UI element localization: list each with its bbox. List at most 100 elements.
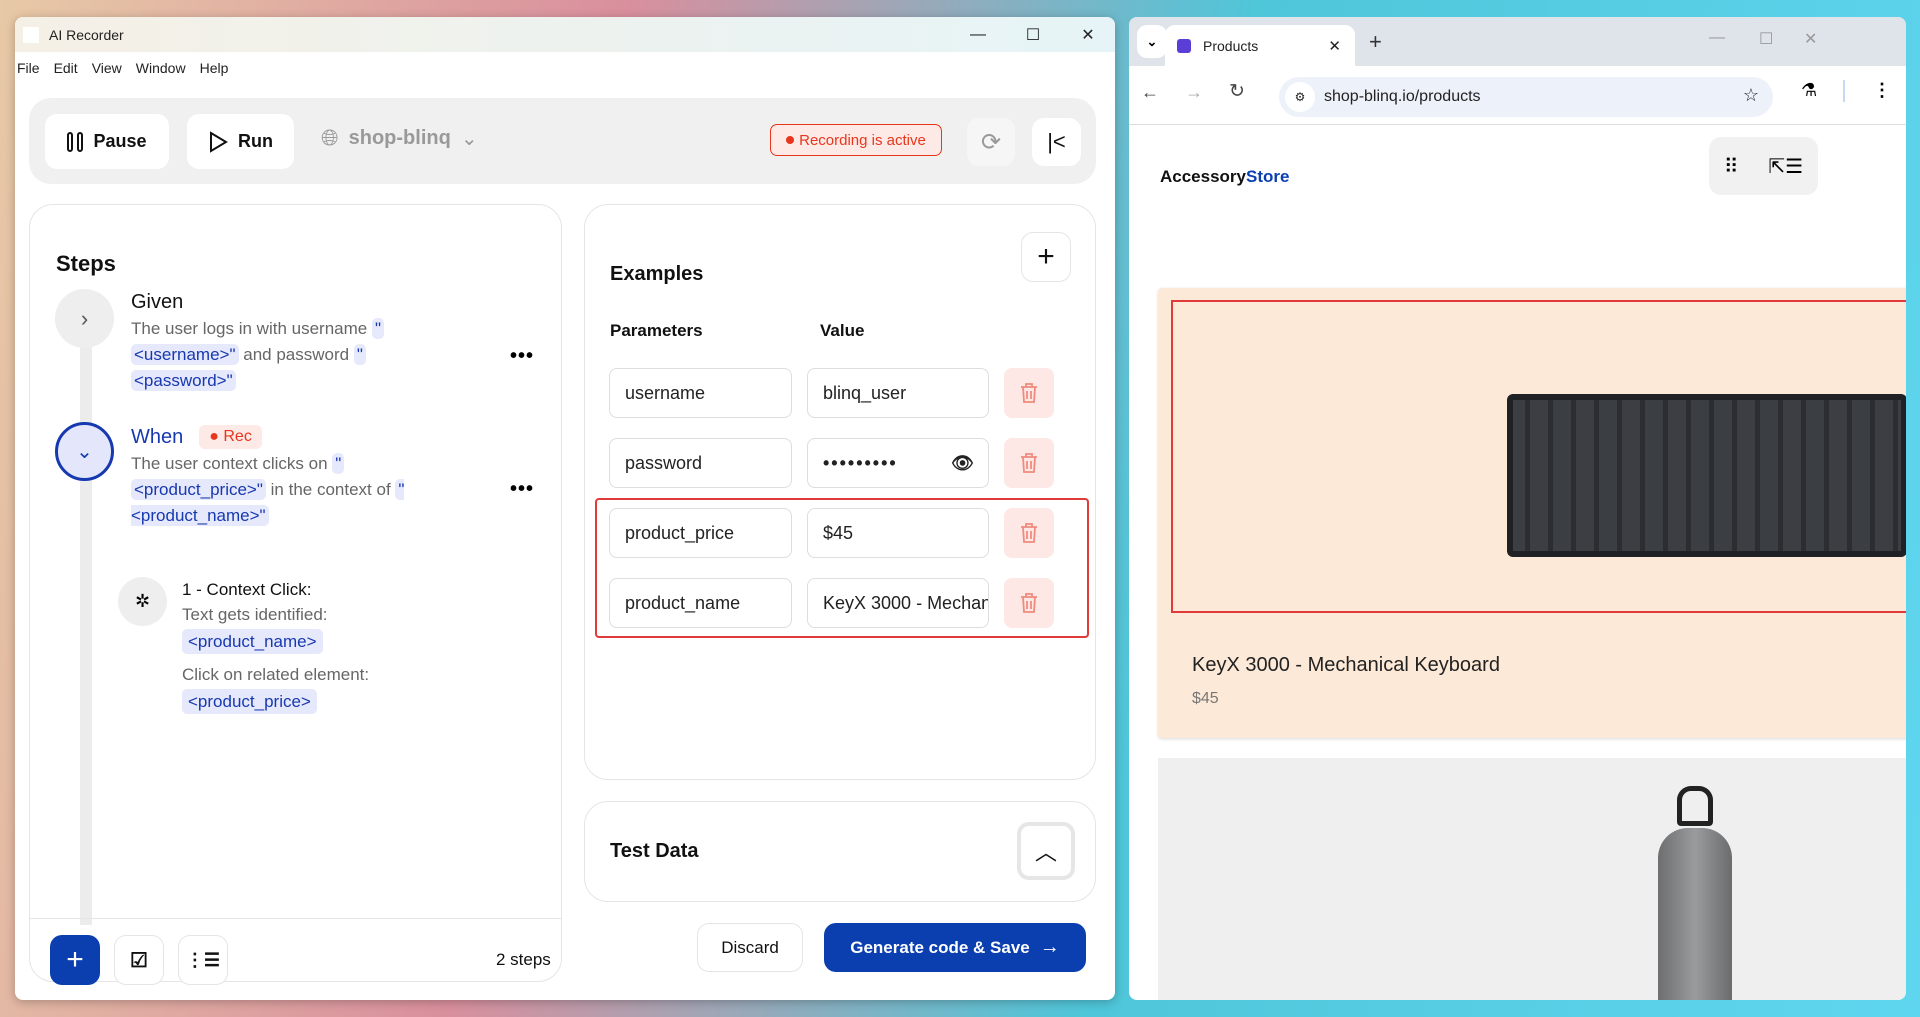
context-click-icon: ✲ <box>118 577 167 626</box>
parameter-input[interactable]: product_price <box>609 508 792 558</box>
product-card[interactable]: KeyX 3000 - Mechanical Keyboard $45 <box>1158 288 1906 738</box>
discard-button[interactable]: Discard <box>697 923 803 972</box>
browser-menu-button[interactable]: ⋮ <box>1873 80 1891 100</box>
collapse-test-data-button[interactable]: ︿ <box>1017 822 1075 880</box>
plus-icon: + <box>66 943 84 976</box>
tree-view-button[interactable]: ⋮☰ <box>178 935 228 985</box>
rec-badge: ● Rec <box>199 425 262 449</box>
title-bar: AI Recorder — ☐ ✕ <box>15 17 1115 52</box>
tab-products[interactable]: Products ✕ <box>1165 25 1355 67</box>
checklist-button[interactable]: ☑ <box>114 935 164 985</box>
given-step: Given The user logs in with username " <… <box>131 291 401 394</box>
steps-panel: Steps › Given The user logs in with user… <box>29 204 562 985</box>
highlight-box <box>595 498 1089 638</box>
tab-title: Products <box>1203 38 1259 54</box>
bookmark-star-icon[interactable]: ☆ <box>1742 85 1759 105</box>
given-label: Given <box>131 291 184 313</box>
add-step-button[interactable]: + <box>50 935 100 985</box>
tab-search-button[interactable]: ⌄ <box>1137 25 1167 58</box>
tab-close-icon[interactable]: ✕ <box>1328 38 1341 55</box>
back-button[interactable]: ← <box>1141 82 1159 102</box>
menu-file[interactable]: File <box>17 60 40 76</box>
param-tag-product-name: <product_name> <box>182 629 323 654</box>
bottle-image <box>1658 828 1732 1000</box>
expand-given-button[interactable]: › <box>55 289 114 348</box>
substep-line: Text gets identified: <box>182 605 328 624</box>
reload-button[interactable]: ↻ <box>1229 81 1245 102</box>
checklist-icon: ☑ <box>130 949 148 972</box>
browser-close-button[interactable]: ✕ <box>1804 31 1818 48</box>
menu-window[interactable]: Window <box>135 60 186 76</box>
parameter-input[interactable]: product_name <box>609 578 792 628</box>
drag-handle-icon[interactable]: ⠿ <box>1723 155 1739 178</box>
browser-toolbar: ← → ↻ ⚙︎ shop-blinq.io/products ☆ ⚗︎ ⋮ <box>1129 66 1906 125</box>
refresh-icon: ⟳ <box>980 128 1002 156</box>
when-more-button[interactable]: ••• <box>510 478 535 500</box>
rec-badge-text: Rec <box>223 428 252 445</box>
new-tab-button[interactable]: + <box>1369 29 1382 54</box>
address-bar[interactable]: ⚙︎ shop-blinq.io/products ☆ <box>1279 77 1773 117</box>
delete-row-button[interactable] <box>1004 578 1054 628</box>
labs-flask-icon[interactable]: ⚗︎ <box>1801 80 1818 100</box>
forward-button[interactable]: → <box>1185 82 1203 102</box>
browser-minimize-button[interactable]: — <box>1709 29 1725 46</box>
collapse-when-button[interactable]: ⌄ <box>55 422 114 481</box>
delete-row-button[interactable] <box>1004 368 1054 418</box>
param-tag: " <box>371 318 385 339</box>
maximize-button[interactable]: ☐ <box>1025 26 1041 44</box>
project-name: shop-blinq <box>348 126 451 149</box>
examples-title: Examples <box>610 263 704 285</box>
parameter-input[interactable]: password <box>609 438 792 488</box>
given-more-button[interactable]: ••• <box>510 345 535 367</box>
minimize-button[interactable]: — <box>970 25 986 43</box>
collapse-left-icon: |< <box>1047 129 1066 154</box>
pointer-list-icon[interactable]: ⇱☰ <box>1768 155 1804 178</box>
value-input[interactable]: ••••••••• 👁︎ <box>807 438 989 488</box>
product-name[interactable]: KeyX 3000 - Mechanical Keyboard <box>1192 654 1500 676</box>
value-text: blinq_user <box>823 382 907 403</box>
pause-button[interactable]: Pause <box>45 114 169 169</box>
show-password-eye-icon[interactable]: 👁︎ <box>951 452 974 473</box>
value-input[interactable]: blinq_user <box>807 368 989 418</box>
when-label: When <box>131 425 184 448</box>
window-title: AI Recorder <box>49 26 124 43</box>
pause-label: Pause <box>93 131 147 151</box>
when-text: in the context of <box>270 480 391 499</box>
refresh-button[interactable]: ⟳ <box>967 118 1015 166</box>
given-description: The user logs in with username " <userna… <box>131 316 401 394</box>
parameters-header: Parameters <box>610 321 703 340</box>
project-selector[interactable]: 🌐︎ shop-blinq ⌄ <box>321 125 478 151</box>
param-tag: " <box>332 453 345 474</box>
highlight-outline <box>1171 300 1906 613</box>
trash-icon <box>1021 593 1037 613</box>
collapse-button[interactable]: |< <box>1032 118 1081 166</box>
play-icon <box>210 130 228 153</box>
store-logo[interactable]: AccessoryStore <box>1160 167 1289 187</box>
value-input[interactable]: $45 <box>807 508 989 558</box>
delete-row-button[interactable] <box>1004 438 1054 488</box>
value-text: KeyX 3000 - Mechanical Keyboard <box>823 592 988 613</box>
generate-code-save-button[interactable]: Generate code & Save → <box>824 923 1086 972</box>
site-settings-icon[interactable]: ⚙︎ <box>1285 82 1315 112</box>
run-button[interactable]: Run <box>187 114 294 169</box>
browser-maximize-button[interactable]: ☐ <box>1759 31 1774 48</box>
product-price: $45 <box>1192 690 1219 707</box>
param-tag-product-price: <product_price> <box>182 689 317 714</box>
brand-part: Accessory <box>1160 167 1247 186</box>
value-input[interactable]: KeyX 3000 - Mechanical Keyboard <box>807 578 989 628</box>
toolbar: Pause Run 🌐︎ shop-blinq ⌄ Recording is a… <box>29 98 1096 184</box>
close-button[interactable]: ✕ <box>1081 26 1095 44</box>
menu-bar: File Edit View Window Help <box>15 52 1115 82</box>
menu-edit[interactable]: Edit <box>53 60 78 76</box>
menu-help[interactable]: Help <box>199 60 229 76</box>
menu-view[interactable]: View <box>91 60 122 76</box>
add-example-button[interactable]: + <box>1021 232 1071 282</box>
param-tag-username: <username>" <box>131 344 239 365</box>
parameter-input[interactable]: username <box>609 368 792 418</box>
param-tag-password: <password>" <box>131 370 236 391</box>
when-description: The user context clicks on " <product_pr… <box>131 451 431 529</box>
trash-icon <box>1021 523 1037 543</box>
test-data-panel: Test Data ︿ <box>584 801 1096 902</box>
product-card[interactable] <box>1158 758 1906 1000</box>
delete-row-button[interactable] <box>1004 508 1054 558</box>
